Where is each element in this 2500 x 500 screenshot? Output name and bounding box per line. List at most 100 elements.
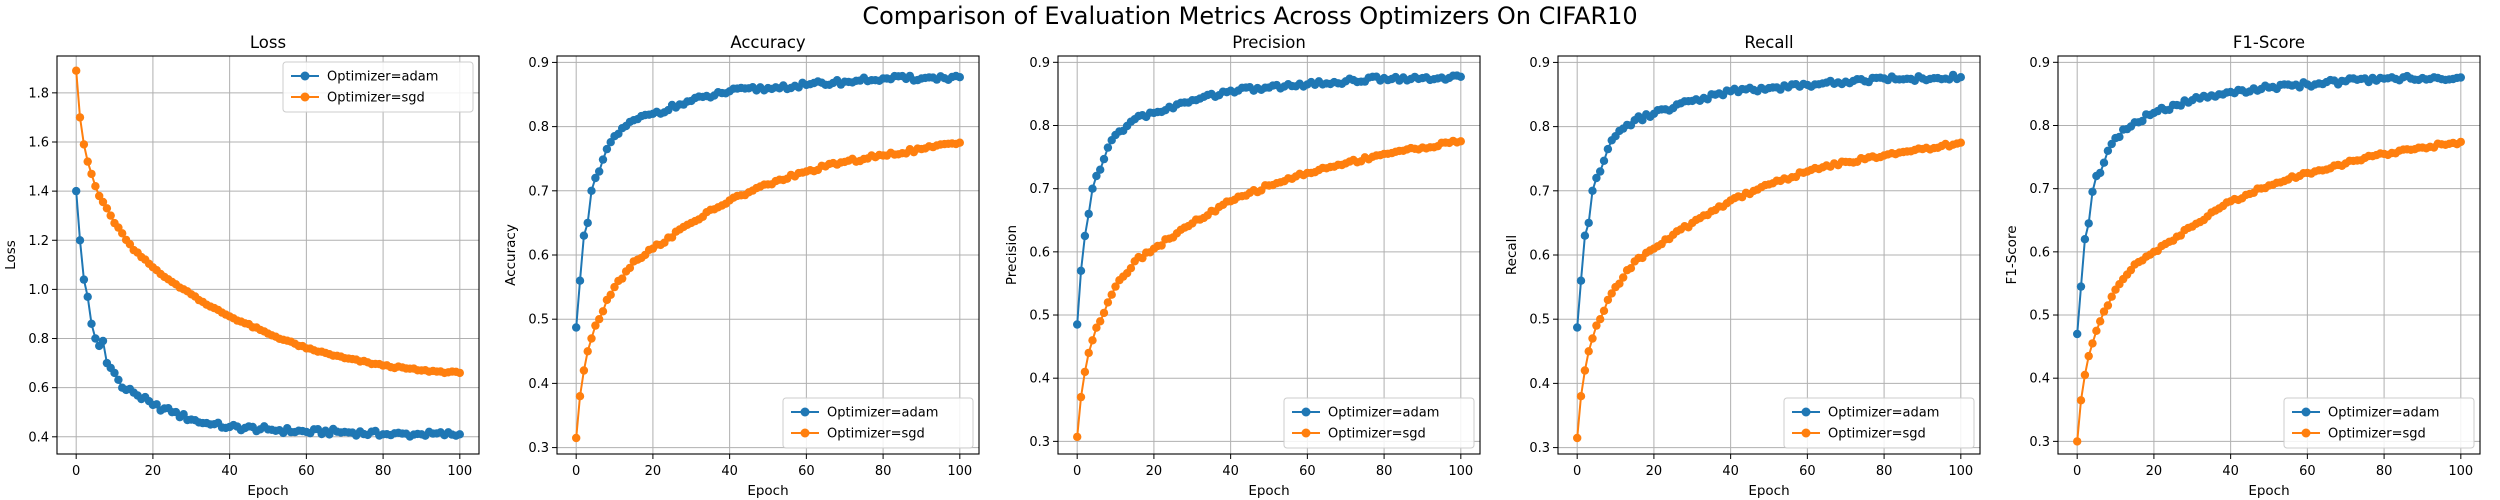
data-point-sgd <box>75 113 85 122</box>
x-tick-label: 40 <box>2222 464 2239 479</box>
x-tick-label: 0 <box>72 464 80 479</box>
legend-label-sgd: Optimizer=sgd <box>827 427 925 442</box>
x-tick-label: 100 <box>447 464 472 479</box>
data-point-adam <box>1576 276 1586 285</box>
y-tick-label: 0.4 <box>28 430 49 445</box>
data-point-adam <box>587 186 596 195</box>
data-point-sgd <box>1092 323 1101 332</box>
axes-frame <box>1057 55 1481 455</box>
legend-box <box>1283 397 1475 449</box>
y-tick-label: 0.6 <box>2029 245 2050 260</box>
data-point-adam <box>1456 72 1466 82</box>
data-point-sgd <box>2096 317 2105 326</box>
data-point-sgd <box>79 140 89 149</box>
legend-label-adam: Optimizer=adam <box>1328 406 1439 421</box>
series-line-adam <box>1576 73 1962 328</box>
data-point-adam <box>98 336 108 346</box>
data-point-sgd <box>1603 295 1613 305</box>
data-point-sgd <box>595 315 604 324</box>
x-tick-label: 20 <box>1646 464 1663 479</box>
y-tick-label: 0.6 <box>528 249 549 264</box>
x-tick-label: 20 <box>1146 464 1163 479</box>
x-tick-label: 0 <box>1073 464 1081 479</box>
x-tick-label: 60 <box>298 464 315 479</box>
y-tick-label: 0.6 <box>1529 249 1550 264</box>
x-axis-label: Epoch <box>247 483 288 499</box>
data-point-sgd <box>1099 308 1109 318</box>
y-tick-label: 0.5 <box>528 313 549 328</box>
data-point-sgd <box>610 282 619 292</box>
data-point-sgd <box>1111 282 1120 291</box>
y-tick-label: 0.8 <box>528 120 549 135</box>
chart-title: Accuracy <box>730 33 806 52</box>
legend-label-sgd: Optimizer=sgd <box>1828 427 1926 442</box>
data-point-adam <box>1603 144 1613 154</box>
data-point-sgd <box>91 182 100 191</box>
y-tick-label: 1.6 <box>28 135 49 150</box>
data-point-sgd <box>1599 306 1609 315</box>
x-tick-label: 100 <box>1948 464 1973 479</box>
data-point-adam <box>1099 154 1109 164</box>
data-point-adam <box>1588 186 1597 195</box>
legend-label-adam: Optimizer=adam <box>827 406 938 421</box>
data-point-sgd <box>1576 392 1586 401</box>
data-point-adam <box>2084 219 2093 228</box>
data-point-sgd <box>72 66 81 75</box>
x-tick-label: 80 <box>2376 464 2393 479</box>
data-point-sgd <box>1596 315 1605 324</box>
data-point-sgd <box>625 263 635 273</box>
data-point-adam <box>2456 73 2465 82</box>
x-tick-label: 100 <box>2448 464 2473 479</box>
series-line-adam <box>1076 74 1462 325</box>
x-tick-label: 60 <box>1799 464 1816 479</box>
legend-marker-adam <box>800 407 810 417</box>
y-tick-label: 0.8 <box>1529 120 1550 135</box>
data-point-adam <box>1076 266 1086 275</box>
figure-title: Comparison of Evaluation Metrics Across … <box>862 2 1638 30</box>
x-tick-label: 60 <box>798 464 815 479</box>
data-point-sgd <box>618 274 627 283</box>
x-tick-label: 20 <box>2146 464 2163 479</box>
x-axis-label: Epoch <box>747 483 788 499</box>
axes-frame <box>2057 55 2481 455</box>
data-point-sgd <box>1084 348 1093 358</box>
y-tick-label: 0.4 <box>1029 372 1050 387</box>
y-tick-label: 0.6 <box>1029 245 1050 260</box>
data-point-adam <box>2073 329 2082 339</box>
data-point-sgd <box>83 157 92 166</box>
data-point-sgd <box>455 368 464 378</box>
subplot-recall: 0 20 40 60 80 100 0.3 0.4 0.5 0.6 0.7 0.8 0.9 Recall E… <box>1504 33 1981 499</box>
data-point-adam <box>2076 282 2086 291</box>
y-tick-label: 0.9 <box>2029 56 2050 71</box>
data-point-adam <box>591 173 600 183</box>
data-point-sgd <box>2080 370 2090 380</box>
data-point-sgd <box>98 197 108 207</box>
x-tick-label: 0 <box>1573 464 1581 479</box>
y-tick-label: 1.0 <box>28 283 49 298</box>
legend: Optimizer=adam Optimizer=sgd <box>2283 397 2475 449</box>
legend: Optimizer=adam Optimizer=sgd <box>782 397 974 449</box>
chart-title: F1-Score <box>2233 33 2305 52</box>
data-point-adam <box>114 375 123 384</box>
data-point-sgd <box>1096 317 1105 326</box>
data-point-adam <box>152 400 161 409</box>
data-point-sgd <box>2099 307 2109 316</box>
x-axis-label: Epoch <box>1248 483 1289 499</box>
x-tick-label: 40 <box>1222 464 1239 479</box>
data-point-adam <box>91 334 100 343</box>
y-tick-label: 0.7 <box>1029 182 1050 197</box>
data-point-sgd <box>1573 433 1582 443</box>
data-point-sgd <box>118 229 127 238</box>
series-line-adam <box>575 74 961 328</box>
subplot-f1-score: 0 20 40 60 80 100 0.3 0.4 0.5 0.6 0.7 0.8 0.9 F1-Scor… <box>2004 33 2481 499</box>
series-line-sgd <box>75 70 461 374</box>
data-point-adam <box>1956 73 1966 82</box>
legend-marker-sgd <box>2301 428 2311 438</box>
chart-title: Precision <box>1232 33 1306 52</box>
data-point-adam <box>595 167 604 176</box>
y-tick-label: 0.4 <box>528 377 549 392</box>
x-tick-label: 40 <box>721 464 738 479</box>
data-point-sgd <box>1107 290 1116 299</box>
y-tick-label: 0.3 <box>1529 441 1550 456</box>
x-tick-label: 80 <box>375 464 392 479</box>
